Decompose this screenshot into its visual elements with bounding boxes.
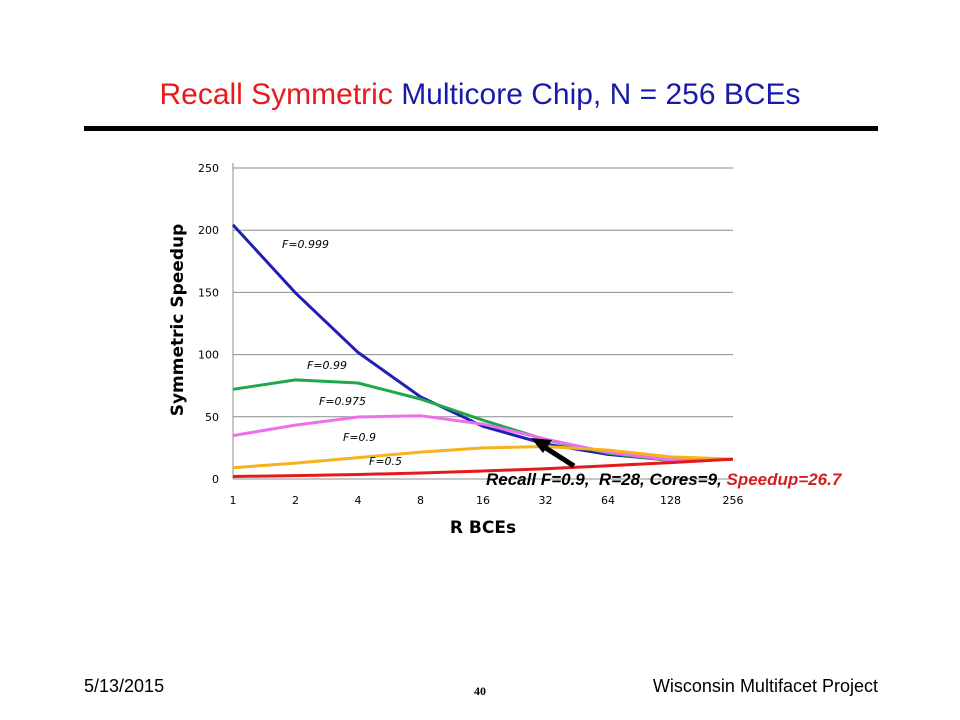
series-label: F=0.999 <box>282 238 329 251</box>
x-tick-label: 1 <box>230 494 237 507</box>
y-tick-label: 150 <box>198 286 219 299</box>
series-line <box>232 457 734 478</box>
chart-grid <box>232 163 733 480</box>
recall-speedup: Speedup=26.7 <box>726 470 842 489</box>
series-label: F=0.975 <box>319 395 366 408</box>
series-label: F=0.99 <box>307 359 347 372</box>
footer-date: 5/13/2015 <box>84 676 165 696</box>
series-labels: F=0.999 F=0.99 F=0.975 F=0.9 F=0.5 <box>282 238 402 468</box>
series-lines <box>231 223 734 478</box>
x-tick-label: 16 <box>476 494 490 507</box>
x-tick-label: 4 <box>355 494 362 507</box>
footer-page-number: 40 <box>474 684 486 698</box>
x-tick-label: 8 <box>417 494 424 507</box>
series-label: F=0.9 <box>343 431 376 444</box>
slide-title: Recall Symmetric Multicore Chip, N = 256… <box>0 78 960 112</box>
series-line <box>232 414 734 462</box>
x-tick-labels: 1 2 4 8 16 32 64 128 256 <box>230 494 744 507</box>
y-tick-label: 250 <box>198 162 219 175</box>
y-tick-label: 100 <box>198 349 219 362</box>
recall-annotation: Recall F=0.9, R=28, Cores=9, Speedup=26.… <box>486 470 841 490</box>
x-axis-label: R BCEs <box>450 518 516 538</box>
y-tick-label: 0 <box>212 473 219 486</box>
title-part-red: Recall Symmetric <box>159 78 393 111</box>
x-tick-label: 128 <box>660 494 681 507</box>
series-line <box>232 445 734 470</box>
y-tick-label: 200 <box>198 224 219 237</box>
footer-project: Wisconsin Multifacet Project <box>652 676 878 696</box>
y-tick-label: 50 <box>205 411 219 424</box>
x-tick-label: 256 <box>723 494 744 507</box>
series-label: F=0.5 <box>369 455 402 468</box>
y-tick-labels: 0 50 100 150 200 250 <box>198 162 219 486</box>
x-tick-label: 32 <box>539 494 553 507</box>
recall-text: Recall F=0.9, R=28, Cores=9, <box>486 470 727 489</box>
y-axis-label: Symmetric Speedup <box>168 224 188 417</box>
x-tick-label: 2 <box>292 494 299 507</box>
x-tick-label: 64 <box>601 494 615 507</box>
annotation-arrow <box>531 438 576 469</box>
title-part-blue: Multicore Chip, N = 256 BCEs <box>401 78 801 111</box>
title-divider <box>84 126 878 131</box>
